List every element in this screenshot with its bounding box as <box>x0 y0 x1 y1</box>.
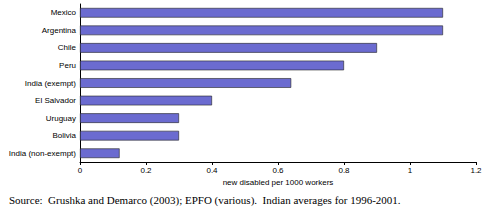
svg-text:0.2: 0.2 <box>140 166 152 175</box>
svg-text:0.8: 0.8 <box>338 166 350 175</box>
svg-text:Uruguay: Uruguay <box>46 114 76 123</box>
svg-text:Bolivia: Bolivia <box>52 131 76 140</box>
svg-text:1: 1 <box>408 166 413 175</box>
svg-text:new disabled per 1000 workers: new disabled per 1000 workers <box>223 178 334 187</box>
svg-text:Source: Grushka and Demarco (: Source: Grushka and Demarco (2003); EPFO… <box>9 194 401 207</box>
svg-text:0.6: 0.6 <box>272 166 284 175</box>
svg-text:Argentina: Argentina <box>42 26 77 35</box>
svg-text:El Salvador: El Salvador <box>35 96 76 105</box>
svg-text:Chile: Chile <box>58 43 77 52</box>
svg-text:India (non-exempt): India (non-exempt) <box>9 149 76 158</box>
svg-text:Mexico: Mexico <box>51 8 77 17</box>
svg-text:India (exempt): India (exempt) <box>25 79 76 88</box>
svg-text:0: 0 <box>78 166 83 175</box>
svg-text:1.2: 1.2 <box>470 166 482 175</box>
svg-text:Peru: Peru <box>59 61 76 70</box>
svg-text:0.4: 0.4 <box>206 166 218 175</box>
